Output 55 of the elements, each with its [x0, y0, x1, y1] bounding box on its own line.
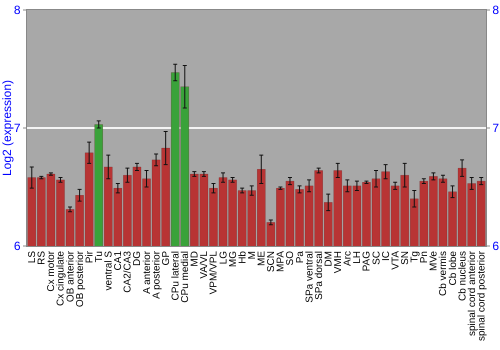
- x-tick-label: VPM/VPL: [208, 250, 220, 294]
- x-tick-label: SPa ventral: [304, 251, 316, 303]
- x-tick-label: CPu medial: [180, 251, 192, 303]
- x-tick-label: Cb nucleus: [457, 251, 468, 302]
- x-tick-label: LG: [218, 250, 230, 264]
- x-tick-label: DG: [132, 250, 144, 266]
- y-tick-label: 8: [14, 3, 21, 18]
- x-tick-label: SCN: [266, 251, 278, 272]
- y-axis-title: Log2 (expression): [0, 80, 14, 176]
- x-tick-label: A anterior: [142, 250, 153, 294]
- x-tick-label: MG: [228, 250, 239, 268]
- x-tick-label: LS: [27, 250, 38, 264]
- y2-tick-label: 8: [492, 3, 500, 18]
- x-tick-label: M: [246, 251, 258, 260]
- y2-tick-label: 7: [492, 121, 500, 136]
- x-tick-label: SN: [400, 251, 411, 265]
- x-tick-label: Cb vermis: [438, 251, 450, 296]
- x-tick-label: GP: [160, 250, 172, 266]
- x-tick-label: OB posterior: [74, 250, 86, 308]
- x-tick-label: ventral S: [104, 250, 115, 290]
- x-tick-label: Tg: [410, 251, 421, 263]
- x-tick-label: DM: [323, 251, 334, 267]
- x-tick-label: Cx motor: [46, 250, 58, 292]
- x-tick-label: RS: [36, 250, 48, 265]
- x-tick-label: Hb: [237, 250, 248, 264]
- x-tick-label: CPu lateral: [170, 251, 182, 300]
- x-tick-label: VA/VL: [199, 250, 210, 279]
- x-tick-label: VTA: [390, 250, 402, 270]
- x-tick-label: Pn: [419, 251, 430, 264]
- x-tick-label: MPA: [276, 250, 287, 272]
- x-tick-label: MVe: [428, 250, 440, 272]
- x-tick-label: OB anterior: [65, 250, 76, 302]
- y-tick-label: 6: [14, 239, 21, 254]
- y-tick-label: 7: [14, 121, 21, 136]
- x-tick-label: SO: [285, 250, 296, 266]
- x-tick-label: Arc: [342, 251, 354, 266]
- x-tick-label: SPa dorsal: [314, 251, 325, 300]
- x-tick-label: LH: [352, 251, 364, 264]
- x-tick-label: MD: [190, 251, 201, 267]
- x-tick-label: Cb lobe: [448, 250, 459, 286]
- x-tick-label: Pa: [294, 250, 306, 264]
- x-tick-label: Pir: [84, 250, 96, 264]
- x-tick-label: spinal cord anterior: [466, 250, 478, 336]
- y2-tick-label: 6: [492, 239, 500, 254]
- x-tick-label: CA1: [113, 250, 124, 270]
- x-tick-label: spinal cord posterior: [476, 250, 488, 342]
- x-tick-label: IC: [380, 251, 392, 261]
- x-tick-label: SC: [371, 251, 382, 265]
- x-tick-label: Cx cingulate: [56, 250, 67, 306]
- x-tick-label: A posterior: [151, 250, 162, 299]
- x-tick-label: CA2/CA3: [122, 250, 134, 293]
- x-tick-label: ME: [256, 250, 268, 266]
- x-tick-label: PAG: [362, 250, 373, 272]
- x-tick-label: VMH: [333, 251, 344, 274]
- x-tick-label: Tu: [94, 251, 105, 262]
